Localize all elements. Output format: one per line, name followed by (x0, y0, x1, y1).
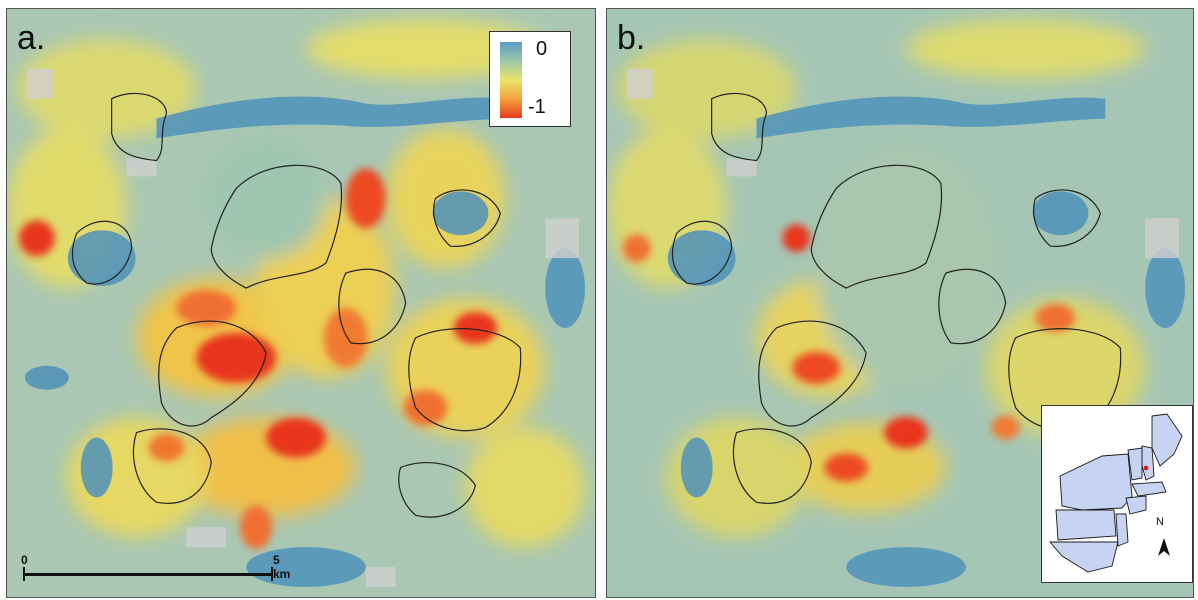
scale-tick-right (271, 567, 273, 581)
state-connecticut (1125, 495, 1147, 515)
developed-areas (626, 68, 1180, 259)
scale-start-label: 0 (21, 553, 28, 567)
north-arrow-icon (1158, 538, 1170, 556)
panel-a-label: a. (17, 19, 46, 57)
legend-color-ramp (500, 42, 522, 118)
north-label: N (1156, 516, 1164, 528)
map-panel-b: b. N (606, 8, 1194, 598)
conservation-boundaries (671, 92, 1122, 504)
state-massachusetts (1131, 481, 1167, 497)
hotspots (18, 168, 498, 550)
map-panel-a: a. 0 -1 0 5 km (6, 8, 596, 598)
color-legend: 0 -1 (489, 31, 571, 127)
scale-bar: 0 5 km (21, 551, 290, 591)
locator-inset-map: N (1041, 405, 1193, 583)
scale-end-label: 5 km (273, 553, 291, 581)
conservation-boundaries (71, 92, 522, 518)
state-pennsylvania (1055, 509, 1117, 541)
state-new-york (1059, 453, 1133, 511)
state-maryland-virginia (1049, 541, 1119, 573)
water-bodies (24, 96, 586, 588)
state-vermont (1127, 447, 1143, 481)
northeast-us-states (1049, 413, 1183, 573)
study-location-marker (1143, 465, 1149, 471)
state-maine (1151, 413, 1183, 467)
state-new-jersey (1115, 513, 1129, 547)
state-new-hampshire (1141, 445, 1155, 481)
legend-max-label: 0 (536, 38, 548, 60)
scale-line (23, 573, 273, 576)
panel-b-label: b. (617, 19, 646, 57)
water-bodies (667, 96, 1186, 588)
hotspots (622, 224, 1076, 482)
legend-min-label: -1 (528, 96, 546, 118)
developed-areas (26, 68, 580, 588)
